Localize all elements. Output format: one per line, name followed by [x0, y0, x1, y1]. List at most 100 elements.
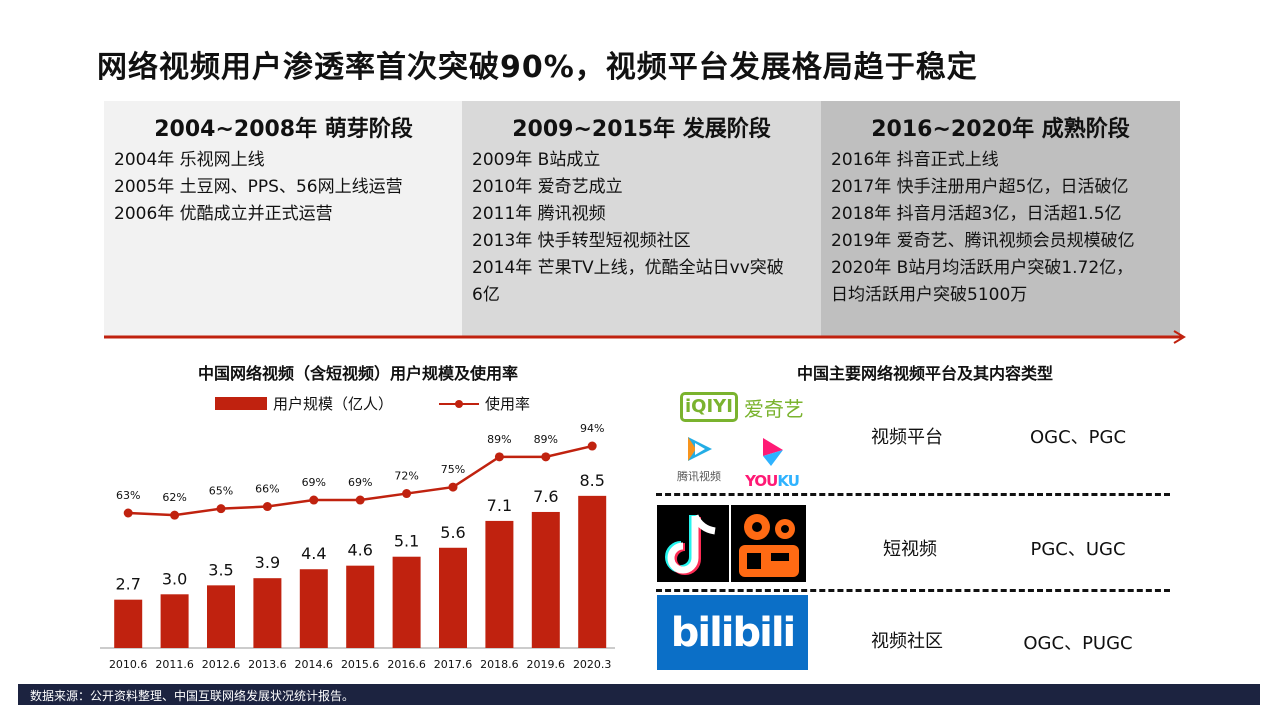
stage-item: 2006年 优酷成立并正式运营	[114, 204, 333, 224]
divider	[656, 493, 1170, 496]
platform-content: PGC、UGC	[1030, 539, 1126, 560]
bar	[578, 495, 607, 648]
x-tick-label: 2012.6	[202, 658, 241, 671]
usage-rate-point	[170, 510, 180, 520]
bar	[299, 569, 328, 648]
bar-value-label: 8.5	[579, 471, 604, 490]
stage-item: 2011年 腾讯视频	[472, 204, 606, 224]
bar	[114, 599, 143, 648]
tencent-video-logo: 腾讯视频	[676, 434, 722, 484]
chart-legend: 用户规模（亿人） 使用率	[215, 393, 530, 414]
bar	[346, 565, 375, 648]
usage-rate-label: 89%	[534, 433, 558, 446]
usage-rate-label: 75%	[441, 463, 465, 476]
x-tick-label: 2020.3	[573, 658, 612, 671]
legend-bar-label: 用户规模（亿人）	[273, 395, 394, 413]
bar	[531, 511, 560, 648]
stage-item: 2009年 B站成立	[472, 150, 601, 170]
stage-item: 日均活跃用户突破5100万	[831, 285, 1028, 305]
usage-rate-label: 89%	[487, 433, 511, 446]
usage-rate-point	[402, 489, 412, 499]
source-footer: 数据来源：公开资料整理、中国互联网络发展状况统计报告。	[18, 684, 1260, 705]
stage-heading: 2016~2020年 成熟阶段	[871, 117, 1130, 142]
chart-title: 中国网络视频（含短视频）用户规模及使用率	[197, 364, 519, 383]
youku-logo: YOUKU	[740, 436, 804, 490]
usage-rate-point	[355, 495, 365, 505]
bar	[485, 520, 514, 648]
usage-rate-point	[216, 504, 226, 514]
iqiyi-logo: iQIYI 爱奇艺	[680, 392, 804, 422]
bar	[160, 594, 189, 648]
bar-value-label: 2.7	[115, 575, 140, 594]
usage-rate-label: 72%	[394, 470, 418, 483]
stage-item: 2020年 B站月均活跃用户突破1.72亿，	[831, 258, 1134, 278]
platform-type: 视频社区	[871, 631, 943, 652]
x-tick-label: 2011.6	[155, 658, 194, 671]
bar-value-label: 3.0	[162, 569, 187, 588]
legend-line-label: 使用率	[485, 395, 531, 413]
stage-item: 2005年 土豆网、PPS、56网上线运营	[114, 177, 403, 197]
x-tick-label: 2014.6	[295, 658, 334, 671]
bar-value-label: 4.4	[301, 544, 326, 563]
usage-rate-point	[309, 495, 319, 505]
stage-item: 2004年 乐视网上线	[114, 150, 265, 170]
usage-rate-label: 94%	[580, 422, 604, 435]
platforms-title: 中国主要网络视频平台及其内容类型	[796, 364, 1054, 383]
usage-rate-point	[494, 452, 504, 462]
bar-value-label: 5.6	[440, 523, 465, 542]
usage-rate-label: 63%	[116, 489, 140, 502]
stage-item: 2010年 爱奇艺成立	[472, 177, 623, 197]
stage-item: 2016年 抖音正式上线	[831, 150, 999, 170]
stage-item: 2014年 芒果TV上线，优酷全站日vv突破	[472, 258, 784, 278]
stage-item: 6亿	[472, 285, 500, 305]
usage-rate-point	[123, 508, 133, 518]
usage-rate-label: 65%	[209, 485, 233, 498]
stage-panel-1: 2004~2008年 萌芽阶段 2004年 乐视网上线 2005年 土豆网、PP…	[104, 101, 463, 336]
stage-item: 2018年 抖音月活超3亿，日活超1.5亿	[831, 204, 1122, 224]
platform-content: OGC、PGC	[1029, 427, 1127, 448]
kuaishou-logo	[731, 505, 806, 582]
x-tick-label: 2019.6	[527, 658, 566, 671]
stage-panel-3: 2016~2020年 成熟阶段 2016年 抖音正式上线 2017年 快手注册用…	[821, 101, 1180, 336]
usage-rate-label: 66%	[255, 483, 279, 496]
x-tick-label: 2013.6	[248, 658, 287, 671]
legend-bar-swatch	[215, 397, 267, 410]
bar	[392, 556, 421, 648]
timeline-arrow	[104, 330, 1186, 344]
usage-rate-label: 69%	[348, 476, 372, 489]
x-tick-label: 2016.6	[387, 658, 426, 671]
stage-item: 2017年 快手注册用户超5亿，日活破亿	[831, 177, 1129, 197]
stage-heading: 2009~2015年 发展阶段	[512, 117, 771, 142]
x-tick-label: 2010.6	[109, 658, 148, 671]
usage-rate-point	[541, 452, 551, 462]
bar-value-label: 3.9	[255, 553, 280, 572]
bar-value-label: 4.6	[347, 541, 372, 560]
stage-heading: 2004~2008年 萌芽阶段	[154, 117, 413, 142]
divider	[656, 589, 1170, 592]
usage-rate-label: 62%	[162, 491, 186, 504]
stage-item: 2013年 快手转型短视频社区	[472, 231, 691, 251]
stage-item: 2019年 爱奇艺、腾讯视频会员规模破亿	[831, 231, 1135, 251]
page-title: 网络视频用户渗透率首次突破90%，视频平台发展格局趋于稳定	[97, 50, 978, 85]
bar	[207, 585, 235, 648]
bar-value-label: 5.1	[394, 532, 419, 551]
platform-content: OGC、PUGC	[1023, 633, 1133, 654]
bar-value-label: 3.5	[208, 560, 233, 579]
usage-rate-point	[262, 502, 272, 512]
bar	[439, 547, 467, 648]
x-tick-label: 2017.6	[434, 658, 473, 671]
x-tick-label: 2015.6	[341, 658, 380, 671]
usage-rate-label: 69%	[302, 476, 326, 489]
x-tick-label: 2018.6	[480, 658, 519, 671]
bar	[253, 578, 282, 648]
usage-rate-point	[587, 441, 597, 451]
douyin-logo	[657, 505, 729, 582]
stage-panel-2: 2009~2015年 发展阶段 2009年 B站成立 2010年 爱奇艺成立 2…	[462, 101, 821, 336]
bar-value-label: 7.1	[487, 496, 512, 515]
bilibili-logo: bilibili	[657, 595, 808, 670]
combo-chart: 2.7 2010.6 3.0 2011.6 3.5 2012.6 3.9 2013.6 4.4 2…	[100, 422, 615, 671]
platform-type: 短视频	[883, 539, 937, 560]
usage-rate-point	[448, 482, 458, 492]
bar-value-label: 7.6	[533, 487, 558, 506]
platform-type: 视频平台	[871, 427, 943, 448]
